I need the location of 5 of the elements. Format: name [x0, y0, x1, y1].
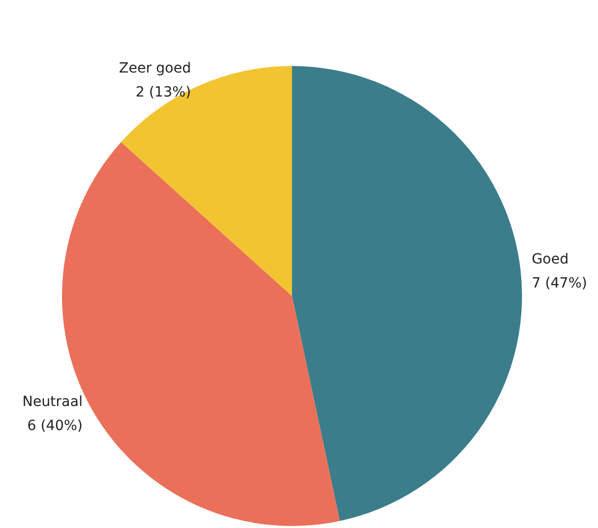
slice-label: Zeer goed [119, 60, 192, 76]
data-label: 7 (47%) [532, 275, 588, 292]
data-label: 6 (40%) [27, 418, 83, 434]
slice-label: Goed [532, 251, 569, 268]
slice-label: Neutraal [22, 394, 83, 410]
